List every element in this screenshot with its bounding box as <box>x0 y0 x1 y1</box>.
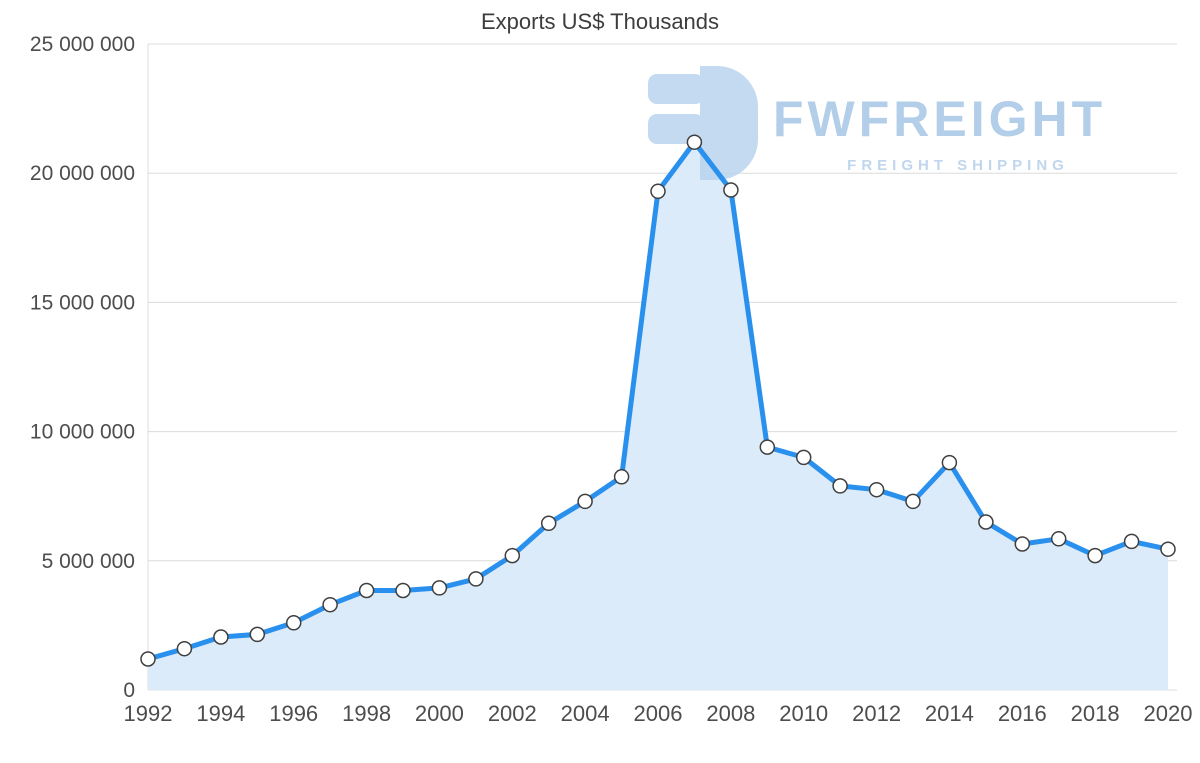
watermark-tagline: FREIGHT SHIPPING <box>847 157 1069 174</box>
data-point-marker <box>540 515 557 532</box>
data-point-marker <box>322 596 338 613</box>
data-point-marker <box>1123 533 1140 550</box>
y-axis-tick-label: 15 000 000 <box>30 291 135 314</box>
data-point-marker <box>1087 547 1103 564</box>
y-axis-tick-label: 10 000 000 <box>30 421 135 444</box>
fwfreight-logo-icon <box>648 66 758 180</box>
x-axis-tick-label: 1998 <box>342 701 391 726</box>
watermark: FWFREIGHT FREIGHT SHIPPING <box>648 66 1106 180</box>
data-point-marker <box>504 547 521 564</box>
y-axis-tick-label: 25 000 000 <box>30 33 135 56</box>
x-axis-tick-label: 1994 <box>196 701 245 726</box>
data-point-marker <box>905 493 921 510</box>
x-axis-tick-label: 2008 <box>706 701 755 726</box>
y-axis-tick-label: 0 <box>123 679 135 702</box>
x-axis-tick-label: 2000 <box>415 701 464 726</box>
data-point-marker <box>176 640 193 657</box>
data-point-marker <box>395 582 411 599</box>
chart-title: Exports US$ Thousands <box>480 9 720 34</box>
x-axis-tick-label: 1992 <box>124 701 173 726</box>
data-point-marker <box>723 182 739 198</box>
data-point-marker <box>832 478 848 494</box>
data-point-marker <box>468 571 484 587</box>
data-point-marker <box>650 183 666 200</box>
x-axis-tick-label: 2014 <box>925 701 974 726</box>
x-axis-tick-label: 1996 <box>269 701 318 726</box>
data-point-marker <box>868 481 885 498</box>
x-axis-tick-label: 2020 <box>1144 701 1193 726</box>
data-point-marker <box>941 454 958 471</box>
x-axis-tick-label: 2004 <box>561 701 610 726</box>
x-axis-tick-label: 2002 <box>488 701 537 726</box>
data-point-marker <box>613 469 630 485</box>
x-axis-tick-label: 2018 <box>1071 701 1120 726</box>
area-fill <box>148 142 1168 690</box>
data-point-marker <box>140 651 156 667</box>
data-point-marker <box>249 626 266 643</box>
data-point-marker <box>358 582 375 599</box>
y-axis-tick-label: 5 000 000 <box>42 550 135 573</box>
x-axis-tick-label: 2010 <box>779 701 828 726</box>
data-point-marker <box>285 615 302 631</box>
data-point-marker <box>1014 536 1031 552</box>
y-axis-tick-label: 20 000 000 <box>30 162 135 185</box>
x-axis-tick-label: 2012 <box>852 701 901 726</box>
data-point-marker <box>1160 541 1176 557</box>
data-point-marker <box>213 629 229 645</box>
data-point-marker <box>759 439 776 455</box>
x-axis-tick-label: 2006 <box>634 701 683 726</box>
data-point-marker <box>795 449 812 466</box>
logo-column <box>700 66 758 180</box>
data-point-marker <box>577 493 593 510</box>
data-point-marker <box>978 514 994 530</box>
watermark-brand: FWFREIGHT <box>773 91 1106 147</box>
x-axis-tick-label: 2016 <box>998 701 1047 726</box>
data-point-marker <box>431 580 448 596</box>
data-point-marker <box>686 134 703 150</box>
logo-bar-top <box>648 74 704 104</box>
data-point-marker <box>1050 531 1067 547</box>
